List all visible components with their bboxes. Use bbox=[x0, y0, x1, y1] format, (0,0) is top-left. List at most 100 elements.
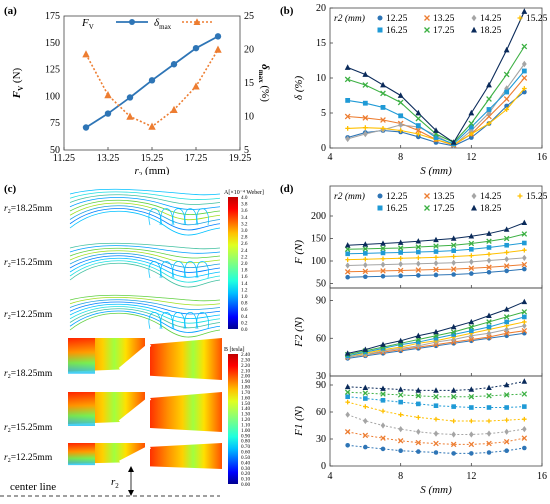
data-point bbox=[126, 94, 134, 101]
legend-label: 14.25 bbox=[480, 14, 502, 24]
data-point bbox=[450, 235, 457, 241]
data-point bbox=[433, 450, 439, 455]
data-point bbox=[397, 438, 404, 444]
data-point bbox=[433, 440, 439, 447]
data-point bbox=[469, 405, 474, 410]
legend-label-dmax: δmax bbox=[154, 17, 172, 31]
data-point bbox=[521, 435, 528, 441]
data-point bbox=[468, 120, 475, 127]
data-point bbox=[450, 329, 457, 335]
data-point bbox=[416, 249, 421, 255]
data-point bbox=[468, 393, 475, 400]
data-point bbox=[398, 113, 404, 119]
data-point bbox=[170, 105, 178, 113]
data-point bbox=[362, 100, 368, 106]
colorbar-flux-tick-label: 3.8 bbox=[241, 202, 248, 208]
legend-label: 18.25 bbox=[480, 204, 502, 214]
flux-line bbox=[69, 312, 221, 338]
data-point bbox=[363, 417, 368, 425]
y-tick-label: 30 bbox=[316, 434, 326, 445]
data-point bbox=[451, 418, 456, 424]
data-point bbox=[451, 404, 456, 409]
data-point bbox=[344, 269, 351, 275]
data-point bbox=[126, 112, 134, 120]
legend-marker-dmax bbox=[193, 18, 201, 25]
legend-marker bbox=[424, 205, 430, 211]
data-point bbox=[433, 236, 439, 243]
air-gap bbox=[119, 445, 151, 465]
data-point bbox=[450, 441, 457, 448]
data-point bbox=[522, 404, 527, 409]
data-point bbox=[503, 71, 510, 78]
data-point bbox=[503, 235, 510, 242]
data-point bbox=[345, 274, 350, 280]
data-point bbox=[486, 251, 492, 257]
data-point bbox=[345, 135, 351, 143]
colorbar-flux-tick-label: 1.8 bbox=[241, 268, 248, 274]
x-tick-label: 17.25 bbox=[185, 153, 208, 164]
data-point bbox=[521, 391, 528, 397]
flux-line bbox=[69, 245, 221, 254]
data-point bbox=[416, 415, 421, 420]
data-point bbox=[397, 245, 404, 251]
data-point bbox=[504, 268, 509, 274]
colorbar-flux-tick-label: 1.4 bbox=[241, 281, 248, 287]
data-point bbox=[345, 399, 350, 405]
colorbar-flux-title: A[×10⁻⁴ Weber] bbox=[224, 190, 264, 196]
data-point bbox=[469, 418, 474, 424]
data-point bbox=[504, 448, 509, 454]
flux-line bbox=[69, 194, 221, 205]
field-region-core bbox=[68, 443, 95, 466]
colorbar-field-tick-label: 2.10 bbox=[241, 368, 250, 374]
data-point bbox=[344, 64, 351, 70]
data-point bbox=[486, 330, 492, 337]
y2-tick-label: 10 bbox=[244, 112, 254, 123]
colorbar-field-tick-label: 0.80 bbox=[241, 439, 250, 445]
data-point bbox=[380, 341, 386, 347]
data-point bbox=[415, 134, 421, 140]
data-point bbox=[468, 441, 475, 448]
data-point bbox=[214, 45, 222, 53]
legend-label-fv: FV bbox=[81, 17, 94, 31]
y2-tick-label: 25 bbox=[244, 11, 254, 22]
flux-loop bbox=[148, 261, 161, 279]
colorbar-field-bar bbox=[228, 354, 238, 484]
legend-label: 13.25 bbox=[433, 192, 455, 202]
data-point bbox=[380, 391, 386, 397]
data-point bbox=[397, 239, 404, 245]
data-point bbox=[486, 319, 492, 325]
data-point bbox=[503, 263, 510, 269]
colorbar-field-tick-label: 1.80 bbox=[241, 385, 250, 391]
data-point bbox=[398, 412, 403, 417]
data-point bbox=[504, 256, 509, 263]
x-tick-label: 19.25 bbox=[229, 153, 252, 164]
data-point bbox=[398, 121, 404, 129]
colorbar-field-title: B [tesla] bbox=[224, 347, 245, 353]
y-tick-label: 200 bbox=[311, 211, 326, 222]
data-point bbox=[416, 339, 421, 345]
colorbar-flux-tick-label: 0.0 bbox=[241, 327, 248, 333]
x-tick-label: 16 bbox=[537, 152, 547, 163]
flux-line bbox=[69, 199, 221, 215]
data-point bbox=[345, 262, 350, 269]
colorbar-field-tick-label: 0.40 bbox=[241, 460, 250, 466]
y-tick-label: 175 bbox=[45, 11, 60, 22]
colorbar-flux-tick-label: 4.0 bbox=[241, 195, 248, 201]
data-point bbox=[398, 250, 403, 255]
data-point bbox=[362, 71, 369, 77]
data-point bbox=[344, 383, 351, 390]
field-map-15 bbox=[68, 392, 222, 432]
legend-label: 16.25 bbox=[386, 26, 408, 36]
data-point bbox=[345, 443, 350, 448]
data-point bbox=[362, 130, 368, 138]
legend-label: 17.25 bbox=[433, 26, 455, 36]
colorbar-field-tick-label: 0.90 bbox=[241, 433, 250, 439]
data-point bbox=[433, 272, 439, 278]
colorbar-field-tick-label: 2.20 bbox=[241, 363, 250, 369]
data-point bbox=[468, 124, 474, 130]
y-tick-label: 50 bbox=[50, 145, 60, 156]
field-region-right bbox=[150, 338, 222, 380]
y-tick-label: 60 bbox=[316, 407, 326, 418]
colorbar-field-tick-label: 2.40 bbox=[241, 352, 250, 358]
flux-line bbox=[69, 242, 221, 250]
